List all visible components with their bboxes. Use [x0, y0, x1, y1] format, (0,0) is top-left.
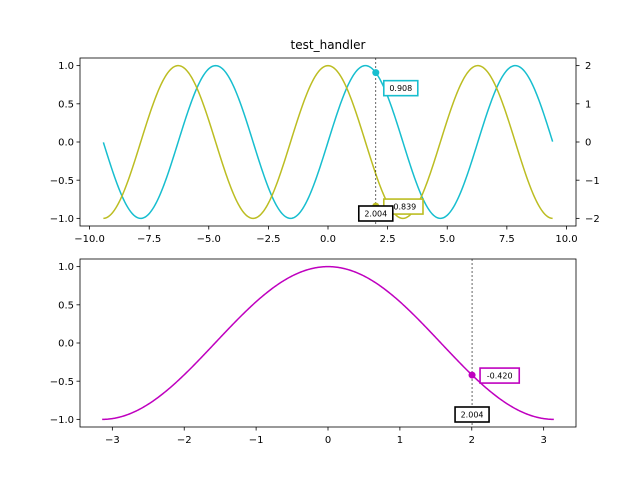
y2-tick-label: −2: [585, 214, 600, 225]
cursor-value-label-0: -0.420: [487, 372, 513, 381]
series-line-0: [102, 64, 554, 220]
cursor-marker-0: [468, 371, 476, 379]
x-tick-label: −3: [105, 435, 120, 446]
x-tick-label: −1: [249, 435, 264, 446]
chart-title: test_handler: [291, 38, 366, 52]
y-tick-label: 0.0: [58, 138, 74, 149]
x-tick-label: 0.0: [320, 234, 336, 245]
bottom-curves: [102, 265, 554, 421]
bottom-ticks: −3 −2 −1 0 1 2 3 −1.0 −0.5 0.0 0.5 1.0: [50, 262, 547, 446]
y-tick-label: −0.5: [50, 176, 74, 187]
cursor-value-box-0: [479, 367, 521, 384]
y-tick-label: −1.0: [50, 214, 74, 225]
y-tick-label: 1.0: [58, 262, 74, 273]
y-tick-label: −0.5: [50, 377, 74, 388]
x-tick-label: −5.0: [197, 234, 221, 245]
top-curves: [102, 64, 554, 220]
y-tick-label: 0.0: [58, 339, 74, 350]
series-line-0: [102, 265, 554, 421]
cursor-value-label-1: -0.839: [390, 203, 416, 212]
cursor-x-label: 2.004: [364, 210, 387, 219]
y-tick-label: −1.0: [50, 415, 74, 426]
x-tick-label: 3: [540, 435, 546, 446]
top-subplot: −10.0 −7.5 −5.0 −2.5 0.0 2.5 5.0 7.5 10.0−1.0−0.…: [50, 38, 600, 245]
x-tick-label: 5.0: [439, 234, 455, 245]
y2-tick-label: 2: [585, 61, 591, 72]
x-tick-label: 0: [325, 435, 331, 446]
bottom-cursor: -0.420 2.004: [454, 259, 521, 427]
x-tick-label: 10.0: [555, 234, 577, 245]
x-tick-label: −7.5: [137, 234, 161, 245]
y-tick-label: 0.5: [58, 99, 74, 110]
cursor-x-box: [357, 205, 394, 222]
top-ticks: −10.0 −7.5 −5.0 −2.5 0.0 2.5 5.0 7.5 10.0−1.0−0.…: [50, 61, 600, 245]
series-line-1: [103, 64, 553, 220]
cursor-marker-0: [372, 69, 380, 77]
x-tick-label: 2: [469, 435, 475, 446]
y2-tick-label: 0: [585, 138, 591, 149]
x-tick-label: −10.0: [74, 234, 105, 245]
x-tick-label: 7.5: [499, 234, 515, 245]
y-tick-label: 0.5: [58, 300, 74, 311]
cursor-value-label-0: 0.908: [389, 84, 412, 93]
x-tick-label: 2.5: [380, 234, 396, 245]
y2-tick-label: −1: [585, 176, 600, 187]
cursor-x-label: 2.004: [461, 411, 484, 420]
cursor-x-box: [454, 406, 490, 423]
x-tick-label: −2.5: [256, 234, 280, 245]
bottom-subplot: −3 −2 −1 0 1 2 3 −1.0 −0.5 0.0 0.5 1.0 -0.420 2.004: [50, 258, 577, 446]
x-tick-label: −2: [177, 435, 192, 446]
y-tick-label: 1.0: [58, 61, 74, 72]
cursor-value-box-0: [382, 79, 419, 97]
y2-tick-label: 1: [585, 99, 591, 110]
x-tick-label: 1: [397, 435, 403, 446]
